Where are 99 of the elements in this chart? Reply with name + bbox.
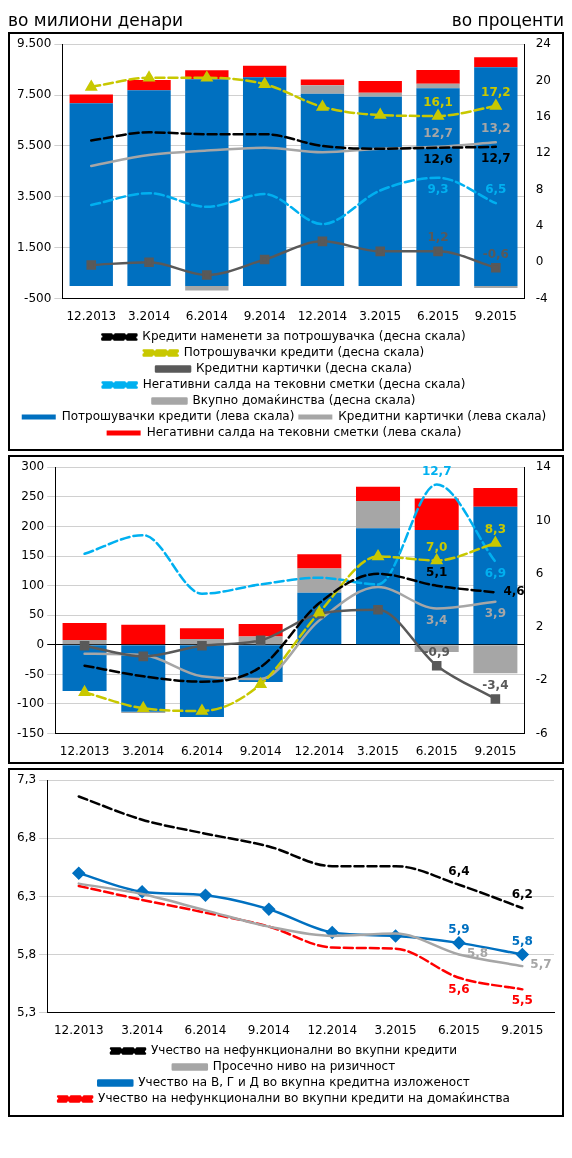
data-label: 8,3 bbox=[484, 522, 507, 537]
x-tick-label: 12.2013 bbox=[66, 308, 117, 323]
data-label: 5,8 bbox=[511, 933, 533, 948]
y-tick-label: 5,8 bbox=[16, 946, 37, 961]
legend-label: Просечно ниво на ризичност bbox=[212, 1059, 396, 1074]
legend-label: Негативни салда на тековни сметки (лева скала) bbox=[146, 425, 462, 440]
data-label: 12,6 bbox=[423, 151, 453, 166]
x-tick-label: 9.2014 bbox=[243, 308, 286, 323]
legend-label: Потрошувачки кредити (лева скала) bbox=[61, 409, 295, 424]
y-tick-label: 7.500 bbox=[16, 87, 52, 102]
data-label: 13,2 bbox=[481, 121, 511, 136]
data-label: 6,4 bbox=[448, 863, 470, 878]
x-tick-label: 6.2014 bbox=[180, 743, 223, 758]
y2-tick-label: 8 bbox=[535, 181, 544, 196]
data-label: 16,1 bbox=[423, 95, 453, 110]
y2-tick-label: 12 bbox=[535, 145, 552, 160]
x-tick-label: 12.2013 bbox=[53, 1022, 104, 1037]
data-label: 6,2 bbox=[511, 887, 533, 902]
legend-label: Негативни салда на тековни сметки (десна скала) bbox=[142, 377, 466, 392]
y-tick-label: 1.500 bbox=[16, 239, 52, 254]
y2-tick-label: -6 bbox=[535, 725, 548, 740]
legend-label: Вкупно домаќинства (десна скала) bbox=[192, 393, 416, 408]
data-label: 5,9 bbox=[448, 922, 470, 937]
y2-tick-label: 16 bbox=[535, 109, 552, 124]
legend-label: Учество на нефункционални во вкупни кредити bbox=[150, 1043, 458, 1058]
y-tick-label: 100 bbox=[21, 577, 45, 592]
data-label: 6,9 bbox=[484, 565, 507, 580]
data-label: 1,2 bbox=[427, 230, 449, 245]
y2-tick-label: 20 bbox=[535, 72, 552, 87]
y2-tick-label: -4 bbox=[535, 290, 548, 305]
y-tick-label: -100 bbox=[17, 696, 45, 711]
x-tick-label: 12.2014 bbox=[294, 743, 345, 758]
y-tick-label: 5,3 bbox=[16, 1004, 37, 1019]
y-tick-label: -500 bbox=[24, 290, 52, 305]
data-label: 5,5 bbox=[511, 993, 533, 1008]
x-tick-label: 9.2015 bbox=[474, 743, 517, 758]
x-tick-label: 6.2014 bbox=[184, 1022, 227, 1037]
x-tick-label: 9.2014 bbox=[239, 743, 282, 758]
x-tick-label: 9.2014 bbox=[247, 1022, 290, 1037]
legend-label: Кредитни картички (лева скала) bbox=[338, 409, 547, 424]
legend-label: Потрошувачки кредити (десна скала) bbox=[183, 345, 425, 360]
y2-tick-label: 2 bbox=[535, 619, 544, 634]
legend-label: Учество на В, Г и Д во вкупна кредитна изложеност bbox=[138, 1075, 470, 1090]
data-label: -0,6 bbox=[482, 246, 509, 261]
x-tick-label: 3.2014 bbox=[121, 1022, 164, 1037]
data-label: 3,9 bbox=[484, 605, 507, 620]
data-label: -0,9 bbox=[423, 644, 450, 659]
x-tick-label: 3.2015 bbox=[374, 1022, 417, 1037]
y2-tick-label: 24 bbox=[535, 36, 552, 51]
data-label: 6,5 bbox=[485, 182, 507, 197]
y2-axis-title: во проценти bbox=[451, 10, 564, 30]
data-label: 5,7 bbox=[530, 957, 552, 972]
y-tick-label: -50 bbox=[24, 666, 45, 681]
y-tick-label: 6,8 bbox=[16, 830, 37, 845]
legend-label: Кредитни картички (десна скала) bbox=[196, 361, 412, 376]
y-tick-label: 9.500 bbox=[16, 36, 52, 51]
x-tick-label: 6.2015 bbox=[415, 743, 458, 758]
x-tick-label: 6.2014 bbox=[185, 308, 228, 323]
x-tick-label: 9.2015 bbox=[474, 308, 517, 323]
data-label: 9,3 bbox=[427, 181, 449, 196]
y-tick-label: 300 bbox=[21, 459, 45, 474]
legend-label: Учество на нефункционални во вкупни кредити на домаќинства bbox=[98, 1091, 510, 1106]
x-tick-label: 3.2014 bbox=[122, 743, 165, 758]
y-tick-label: -150 bbox=[17, 725, 45, 740]
y-tick-label: 200 bbox=[21, 518, 45, 533]
x-tick-label: 12.2014 bbox=[297, 308, 348, 323]
y2-tick-label: -2 bbox=[535, 672, 548, 687]
data-label: 12,7 bbox=[421, 463, 452, 478]
x-tick-label: 6.2015 bbox=[417, 308, 460, 323]
y-tick-label: 7,3 bbox=[16, 772, 37, 787]
x-tick-label: 12.2014 bbox=[307, 1022, 358, 1037]
y-tick-label: 6,3 bbox=[16, 888, 37, 903]
y2-tick-label: 10 bbox=[535, 512, 552, 527]
data-label: 7,0 bbox=[426, 539, 448, 554]
x-tick-label: 3.2015 bbox=[359, 308, 402, 323]
y2-tick-label: 4 bbox=[535, 218, 544, 233]
data-label: -3,4 bbox=[482, 678, 509, 693]
data-label: 5,6 bbox=[448, 981, 470, 996]
x-tick-label: 3.2015 bbox=[357, 743, 400, 758]
y2-tick-label: 6 bbox=[535, 565, 544, 580]
data-label: 17,2 bbox=[481, 85, 511, 100]
x-tick-label: 3.2014 bbox=[128, 308, 171, 323]
data-label: 12,7 bbox=[481, 150, 511, 165]
legend-label: Кредити наменети за потрошувачка (десна скала) bbox=[142, 329, 466, 344]
data-label: 5,1 bbox=[426, 564, 448, 579]
data-label: 12,7 bbox=[423, 125, 453, 140]
y-tick-label: 0 bbox=[36, 636, 45, 651]
y-tick-label: 150 bbox=[21, 548, 45, 563]
y2-tick-label: 14 bbox=[535, 459, 552, 474]
y-tick-label: 250 bbox=[21, 488, 45, 503]
y-tick-label: 5.500 bbox=[16, 138, 52, 153]
x-tick-label: 12.2013 bbox=[59, 743, 110, 758]
data-label: 3,4 bbox=[426, 612, 448, 627]
y-axis-title: во милиони денари bbox=[8, 10, 184, 30]
y-tick-label: 3.500 bbox=[16, 188, 52, 203]
y2-tick-label: 0 bbox=[535, 254, 544, 269]
y-tick-label: 50 bbox=[28, 607, 45, 622]
x-tick-label: 9.2015 bbox=[501, 1022, 544, 1037]
x-tick-label: 6.2015 bbox=[437, 1022, 480, 1037]
